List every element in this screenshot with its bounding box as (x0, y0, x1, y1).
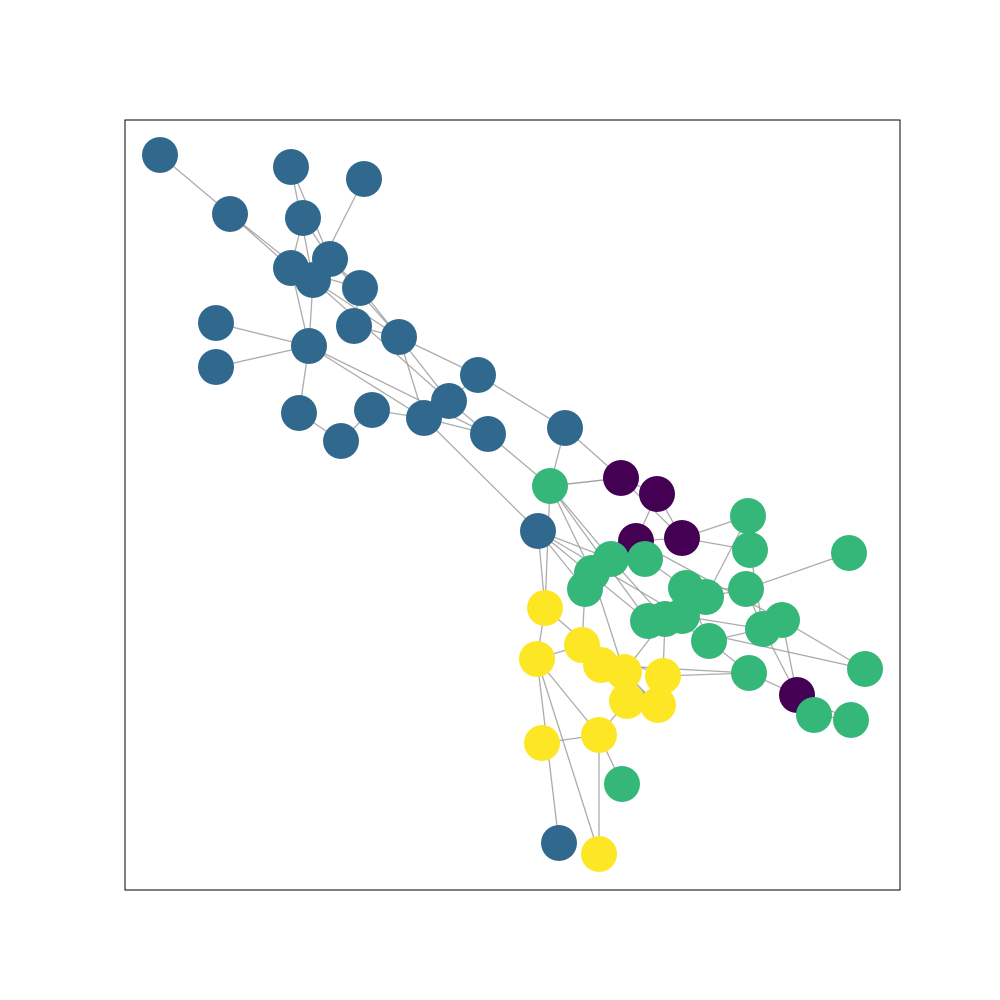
graph-node-c1 (142, 137, 178, 173)
graph-node-c2 (728, 571, 764, 607)
graph-node-c0 (639, 476, 675, 512)
graph-node-c2 (532, 468, 568, 504)
graph-node-c0 (603, 460, 639, 496)
graph-node-c1 (323, 423, 359, 459)
graph-node-c1 (460, 357, 496, 393)
graph-edge (308, 345, 425, 419)
graph-node-c1 (198, 305, 234, 341)
graph-node-c1 (342, 270, 378, 306)
graph-node-c2 (627, 541, 663, 577)
graph-node-c1 (346, 161, 382, 197)
graph-node-c1 (285, 200, 321, 236)
graph-node-c3 (581, 836, 617, 872)
graph-node-c1 (541, 825, 577, 861)
graph-node-c3 (519, 641, 555, 677)
graph-edge (423, 417, 539, 532)
graph-node-c2 (604, 766, 640, 802)
graph-node-c2 (764, 602, 800, 638)
graph-node-c2 (732, 532, 768, 568)
graph-node-c1 (354, 392, 390, 428)
graph-node-c3 (606, 654, 642, 690)
graph-node-c2 (831, 535, 867, 571)
graph-node-c1 (295, 262, 331, 298)
graph-node-c3 (609, 683, 645, 719)
graph-node-c2 (688, 579, 724, 615)
axes-frame (124, 119, 901, 891)
graph-node-c2 (730, 498, 766, 534)
graph-node-c1 (470, 416, 506, 452)
graph-edge (312, 279, 450, 402)
graph-node-c1 (406, 400, 442, 436)
graph-node-c1 (273, 149, 309, 185)
graph-node-c1 (212, 196, 248, 232)
graph-node-c2 (691, 623, 727, 659)
graph-edge (308, 345, 489, 435)
graph-node-c3 (524, 725, 560, 761)
graph-node-c2 (567, 571, 603, 607)
graph-node-c2 (796, 697, 832, 733)
graph-edge (536, 658, 600, 855)
graph-edge (745, 552, 850, 590)
graph-node-c0 (664, 520, 700, 556)
graph-node-c2 (731, 655, 767, 691)
graph-node-c1 (547, 410, 583, 446)
graph-node-c3 (640, 687, 676, 723)
graph-node-c2 (847, 651, 883, 687)
graph-edge (544, 485, 551, 609)
graph-node-c2 (664, 598, 700, 634)
graph-node-c1 (381, 319, 417, 355)
graph-node-c1 (520, 513, 556, 549)
nodes-layer (142, 137, 883, 872)
graph-node-c2 (833, 702, 869, 738)
graph-node-c3 (527, 590, 563, 626)
graph-node-c1 (198, 349, 234, 385)
graph-node-c1 (336, 308, 372, 344)
graph-node-c1 (291, 328, 327, 364)
graph-node-c3 (581, 717, 617, 753)
graph-node-c3 (645, 658, 681, 694)
graph-node-c1 (281, 395, 317, 431)
